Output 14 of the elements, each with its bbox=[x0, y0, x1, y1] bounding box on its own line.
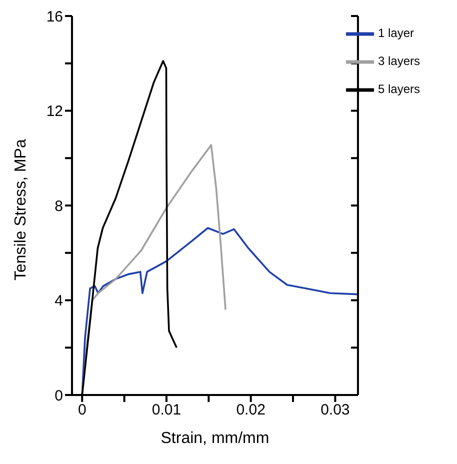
y-tick-label: 8 bbox=[54, 198, 63, 215]
x-tick-label: 0.03 bbox=[320, 402, 350, 419]
y-axis-title: Tensile Stress, MPa bbox=[12, 139, 30, 280]
y-tick-label: 12 bbox=[46, 103, 63, 120]
x-axis-title: Strain, mm/mm bbox=[160, 430, 270, 447]
y-tick-label: 4 bbox=[54, 292, 63, 310]
x-tick-label: 0 bbox=[78, 402, 86, 419]
y-tick-label: 16 bbox=[46, 8, 63, 26]
legend-label: 5 layers bbox=[378, 82, 420, 96]
legend-label: 1 layer bbox=[378, 26, 414, 40]
x-tick-label: 0.01 bbox=[152, 402, 182, 419]
legend-label: 3 layers bbox=[378, 54, 420, 68]
y-tick-label: 0 bbox=[54, 387, 63, 404]
x-tick-label: 0.02 bbox=[236, 402, 266, 419]
